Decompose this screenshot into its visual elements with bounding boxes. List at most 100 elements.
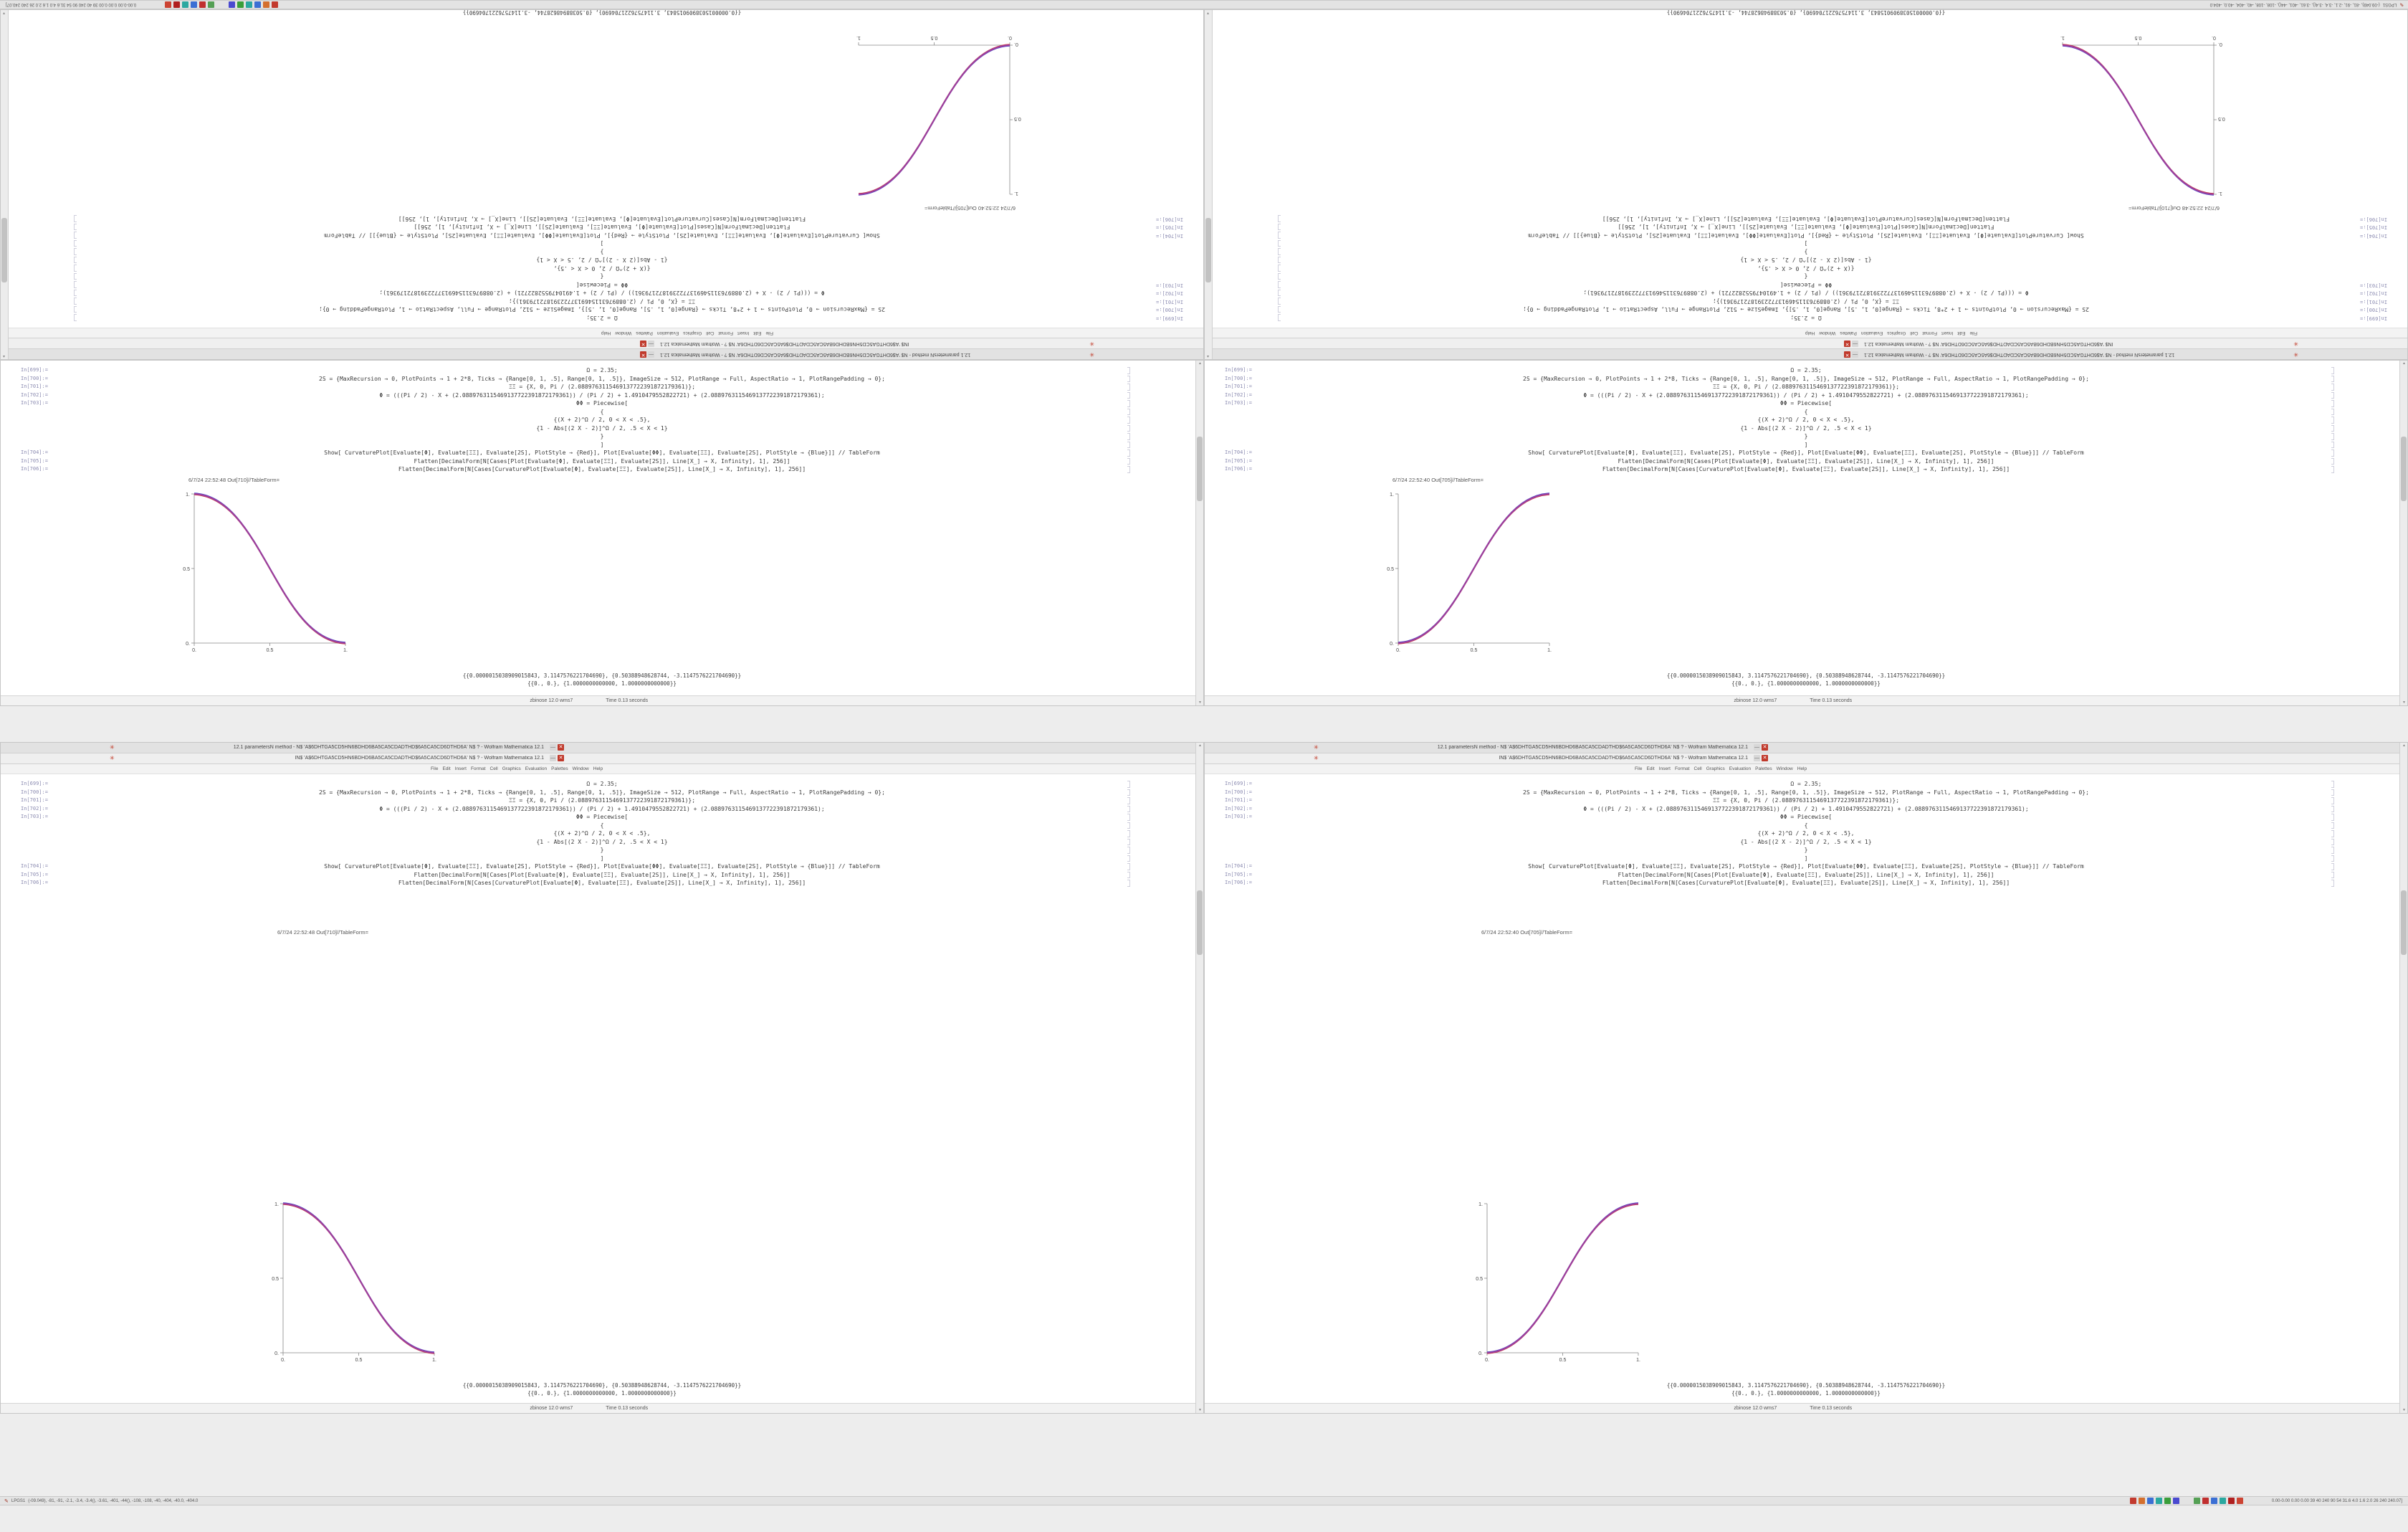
app-icon-teal2[interactable] [182,1,189,8]
code-line[interactable]: In[701]:= ΞΞ = {X, 0, Pi / (2.08897631154… [1205,796,2407,805]
app-icon-green[interactable] [237,1,244,8]
code-line[interactable]: In[701]:= ΞΞ = {X, 0, Pi / (2.08897631154… [1205,298,2407,306]
code-line[interactable]: {1 - Abs[(2 X - 2)]^Ω / 2, .5 < X < 1} [1205,838,2407,847]
code-line[interactable]: In[703]:= ΦΦ = Piecewise[ [1205,281,2407,290]
code-line[interactable]: In[706]:= Flatten[DecimalForm[N[Cases[Cur… [1205,465,2407,474]
menu-evaluation[interactable]: Evaluation [656,330,679,336]
code-line[interactable]: {(X + 2)^Ω / 2, 0 < X < .5}, [1,265,1203,273]
scroll-up-icon[interactable]: ▲ [2,354,6,358]
close-button[interactable]: ✕ [640,341,646,347]
app-icon-teal2[interactable] [2219,1498,2226,1504]
minimize-button[interactable]: — [1754,755,1760,761]
code-line[interactable]: In[703]:= ΦΦ = Piecewise[ [1205,399,2407,408]
code-line[interactable]: In[701]:= ΞΞ = {X, 0, Pi / (2.08897631154… [1,383,1203,391]
minimize-button[interactable]: — [1852,341,1858,347]
code-line[interactable]: {(X + 2)^Ω / 2, 0 < X < .5}, [1,829,1203,838]
code-line[interactable]: In[704]:= Show[ CurvaturePlot[Evaluate[Φ]… [1205,449,2407,457]
code-line[interactable]: In[705]:= Flatten[DecimalForm[N[Cases[Plo… [1205,457,2407,466]
code-line[interactable]: {(X + 2)^Ω / 2, 0 < X < .5}, [1,416,1203,424]
menu-help[interactable]: Help [593,766,603,771]
code-line[interactable]: In[700]:= 2S = {MaxRecursion → 0, PlotPoi… [1205,305,2407,314]
code-line[interactable]: {(X + 2)^Ω / 2, 0 < X < .5}, [1205,829,2407,838]
menu-palettes[interactable]: Palettes [1755,766,1772,771]
menu-palettes[interactable]: Palettes [551,766,568,771]
menu-edit[interactable]: Edit [442,766,451,771]
menu-edit[interactable]: Edit [1646,766,1655,771]
scroll-up-icon[interactable]: ▲ [1198,743,1202,748]
app-icon-red4[interactable] [2236,1498,2243,1504]
window-titlebar[interactable]: ✳ 12.1 parametersN method - N$ 'A$6DHTGA… [1,348,1203,359]
app-icon-red[interactable] [272,1,279,8]
code-line[interactable]: In[703]:= ΦΦ = Piecewise[ [1,813,1203,822]
app-icon-red2[interactable] [199,1,206,8]
code-line[interactable]: } [1,248,1203,257]
code-line[interactable]: {1 - Abs[(2 X - 2)]^Ω / 2, .5 < X < 1} [1205,256,2407,265]
vertical-scrollbar[interactable]: ▲ ▼ [1205,10,1213,359]
code-line[interactable]: } [1,432,1203,441]
code-line[interactable]: In[706]:= Flatten[DecimalForm[N[Cases[Cur… [1205,879,2407,888]
scrollbar-thumb[interactable] [1,217,7,282]
background-window-titlebar[interactable]: ✳ IN$ 'A$6DHTGA5CD5HN6BDHD6BA5CA5CDADTHD… [1205,338,2407,348]
minimize-button[interactable]: — [1852,351,1858,358]
menu-insert[interactable]: Insert [737,330,750,336]
pencil-icon[interactable]: ✎ [2399,1,2404,7]
code-line[interactable]: In[699]:= Ω = 2.35; [1205,780,2407,789]
app-icon-blue2[interactable] [2210,1498,2217,1504]
code-line[interactable]: In[706]:= Flatten[DecimalForm[N[Cases[Cur… [1,465,1203,474]
code-line[interactable]: In[699]:= Ω = 2.35; [1,366,1203,375]
code-line[interactable]: In[701]:= ΞΞ = {X, 0, Pi / (2.08897631154… [1,298,1203,306]
code-line[interactable]: In[699]:= Ω = 2.35; [1,780,1203,789]
menu-format[interactable]: Format [1674,766,1690,771]
app-icon-teal[interactable] [246,1,253,8]
menu-insert[interactable]: Insert [454,766,467,771]
code-line[interactable]: } [1205,248,2407,257]
code-line[interactable]: In[699]:= Ω = 2.35; [1,314,1203,323]
minimize-button[interactable]: — [550,755,556,761]
menu-file[interactable]: File [765,330,773,336]
menu-evaluation[interactable]: Evaluation [525,766,548,771]
menu-cell[interactable]: Cell [1910,330,1919,336]
code-line[interactable]: { [1205,408,2407,417]
menu-insert[interactable]: Insert [1941,330,1954,336]
menu-window[interactable]: Window [1819,330,1836,336]
app-icon-red3[interactable] [2227,1498,2235,1504]
code-line[interactable]: In[702]:= Φ = (((Pi / 2) - X + (2.0889763… [1,391,1203,400]
menu-file[interactable]: File [1969,330,1977,336]
menu-window[interactable]: Window [615,330,632,336]
menu-file[interactable]: File [431,766,439,771]
menu-palettes[interactable]: Palettes [1840,330,1857,336]
code-line[interactable]: ] [1205,855,2407,863]
code-line[interactable]: { [1,272,1203,281]
code-line[interactable]: In[705]:= Flatten[DecimalForm[N[Cases[Plo… [1205,871,2407,880]
code-line[interactable]: In[704]:= Show[ CurvaturePlot[Evaluate[Φ]… [1,449,1203,457]
menu-graphics[interactable]: Graphics [1887,330,1906,336]
menu-edit[interactable]: Edit [1957,330,1966,336]
menu-help[interactable]: Help [1805,330,1815,336]
menu-graphics[interactable]: Graphics [502,766,521,771]
close-button[interactable]: ✕ [1844,351,1850,358]
background-window-titlebar[interactable]: ✳ IN$ 'A$6DHTGA5CD5HN6BDHD6BA5CA5CDADTHD… [1205,753,2407,764]
app-icon-indigo[interactable] [229,1,236,8]
scroll-down-icon[interactable]: ▼ [1198,1408,1202,1412]
menu-insert[interactable]: Insert [1658,766,1671,771]
app-icon-indigo[interactable] [2172,1498,2179,1504]
minimize-button[interactable]: — [1754,744,1760,751]
code-line[interactable]: ] [1205,441,2407,449]
app-icon-red4[interactable] [165,1,172,8]
menu-evaluation[interactable]: Evaluation [1860,330,1883,336]
code-line[interactable]: { [1,408,1203,417]
code-line[interactable]: In[705]:= Flatten[DecimalForm[N[Cases[Plo… [1,223,1203,232]
app-icon-green2[interactable] [208,1,215,8]
app-icon-red3[interactable] [173,1,181,8]
code-line[interactable]: ] [1205,239,2407,248]
code-line[interactable]: ] [1,441,1203,449]
code-line[interactable]: In[700]:= 2S = {MaxRecursion → 0, PlotPoi… [1,789,1203,797]
code-line[interactable]: {1 - Abs[(2 X - 2)]^Ω / 2, .5 < X < 1} [1205,424,2407,433]
code-line[interactable]: } [1,846,1203,855]
close-button[interactable]: ✕ [640,351,646,358]
app-icon-red2[interactable] [2202,1498,2209,1504]
minimize-button[interactable]: — [550,744,556,751]
code-line[interactable]: { [1205,822,2407,830]
code-line[interactable]: In[706]:= Flatten[DecimalForm[N[Cases[Cur… [1,879,1203,888]
scrollbar-thumb[interactable] [2401,890,2407,955]
